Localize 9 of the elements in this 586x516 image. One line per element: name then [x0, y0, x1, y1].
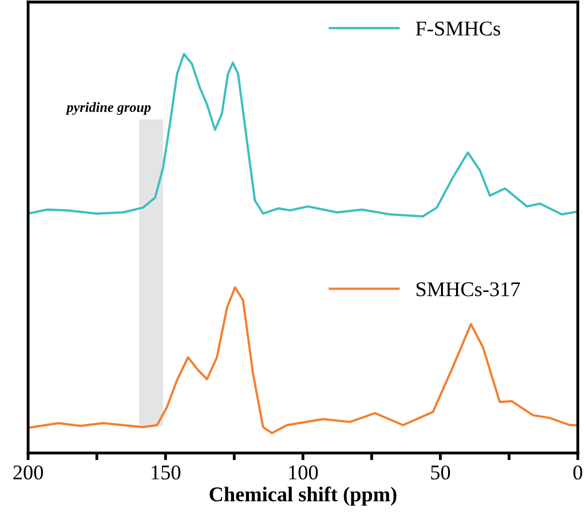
- x-tick-label: 200: [13, 465, 43, 480]
- x-tick-label: 50: [431, 465, 450, 480]
- x-tick-label: 150: [152, 465, 180, 480]
- legend-label: SMHCs-317: [416, 282, 520, 296]
- x-tick-label: 0: [573, 465, 582, 480]
- band-label: pyridine group: [66, 102, 151, 115]
- legend-label: F-SMHCs: [416, 22, 500, 36]
- x-tick-label: 100: [289, 465, 318, 480]
- x-axis-title: Chemical shift (ppm): [210, 486, 396, 506]
